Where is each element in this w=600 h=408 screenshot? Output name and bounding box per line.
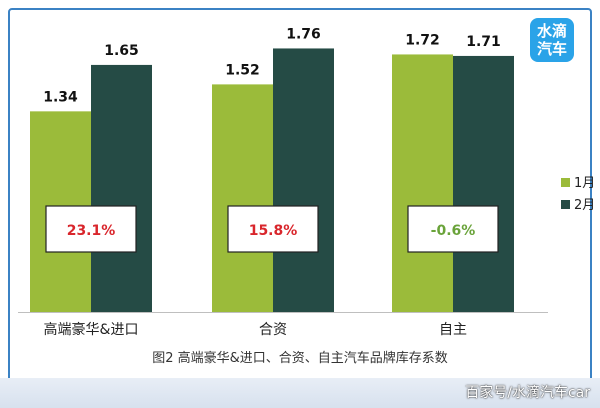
value-label-2-1: 1.65 bbox=[104, 43, 139, 59]
value-label-2-2: 1.76 bbox=[286, 26, 321, 42]
bar-1-3 bbox=[392, 54, 453, 312]
legend-label-2: 2月 bbox=[574, 198, 595, 213]
chart-title: 图2 高端豪华&进口、合资、自主汽车品牌库存系数 bbox=[152, 350, 448, 366]
change-label-1: 23.1% bbox=[67, 223, 116, 239]
category-label-1: 高端豪华&进口 bbox=[44, 321, 139, 338]
legend-label-1: 1月 bbox=[574, 176, 595, 191]
change-box-3 bbox=[407, 205, 499, 253]
bar-2-2 bbox=[273, 48, 334, 312]
footer-watermark: 百家号/水滴汽车car bbox=[465, 385, 590, 401]
footer-bar bbox=[0, 378, 600, 408]
value-label-2-3: 1.71 bbox=[466, 34, 501, 50]
value-label-1-3: 1.72 bbox=[405, 32, 440, 48]
legend-swatch-2 bbox=[561, 200, 570, 209]
category-label-3: 自主 bbox=[439, 322, 467, 338]
change-label-3: -0.6% bbox=[431, 223, 476, 239]
value-label-1-1: 1.34 bbox=[43, 89, 78, 105]
bar-2-1 bbox=[91, 64, 152, 312]
watermark-logo: 水滴 汽车 bbox=[530, 18, 574, 62]
category-label-2: 合资 bbox=[259, 322, 287, 338]
change-box-2 bbox=[227, 205, 319, 253]
change-box-1 bbox=[45, 205, 137, 253]
change-label-2: 15.8% bbox=[249, 223, 298, 239]
logo-text-line2: 汽车 bbox=[536, 40, 567, 58]
legend-swatch-1 bbox=[561, 178, 570, 187]
logo-text-line1: 水滴 bbox=[536, 22, 567, 40]
bar-2-3 bbox=[453, 55, 514, 312]
value-label-1-2: 1.52 bbox=[225, 62, 260, 78]
bar-1-2 bbox=[212, 84, 273, 312]
